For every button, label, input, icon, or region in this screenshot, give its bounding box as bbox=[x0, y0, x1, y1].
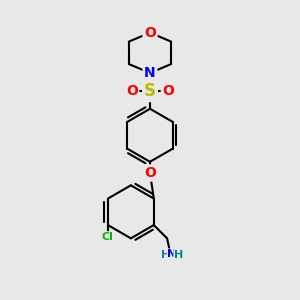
Text: O: O bbox=[144, 26, 156, 40]
Text: S: S bbox=[144, 82, 156, 100]
Text: O: O bbox=[144, 166, 156, 180]
Text: H: H bbox=[161, 250, 170, 260]
Text: Cl: Cl bbox=[102, 232, 114, 242]
Text: H: H bbox=[174, 250, 183, 260]
Text: N: N bbox=[167, 249, 177, 259]
Text: O: O bbox=[162, 84, 174, 98]
Text: N: N bbox=[144, 66, 156, 80]
Text: O: O bbox=[126, 84, 138, 98]
